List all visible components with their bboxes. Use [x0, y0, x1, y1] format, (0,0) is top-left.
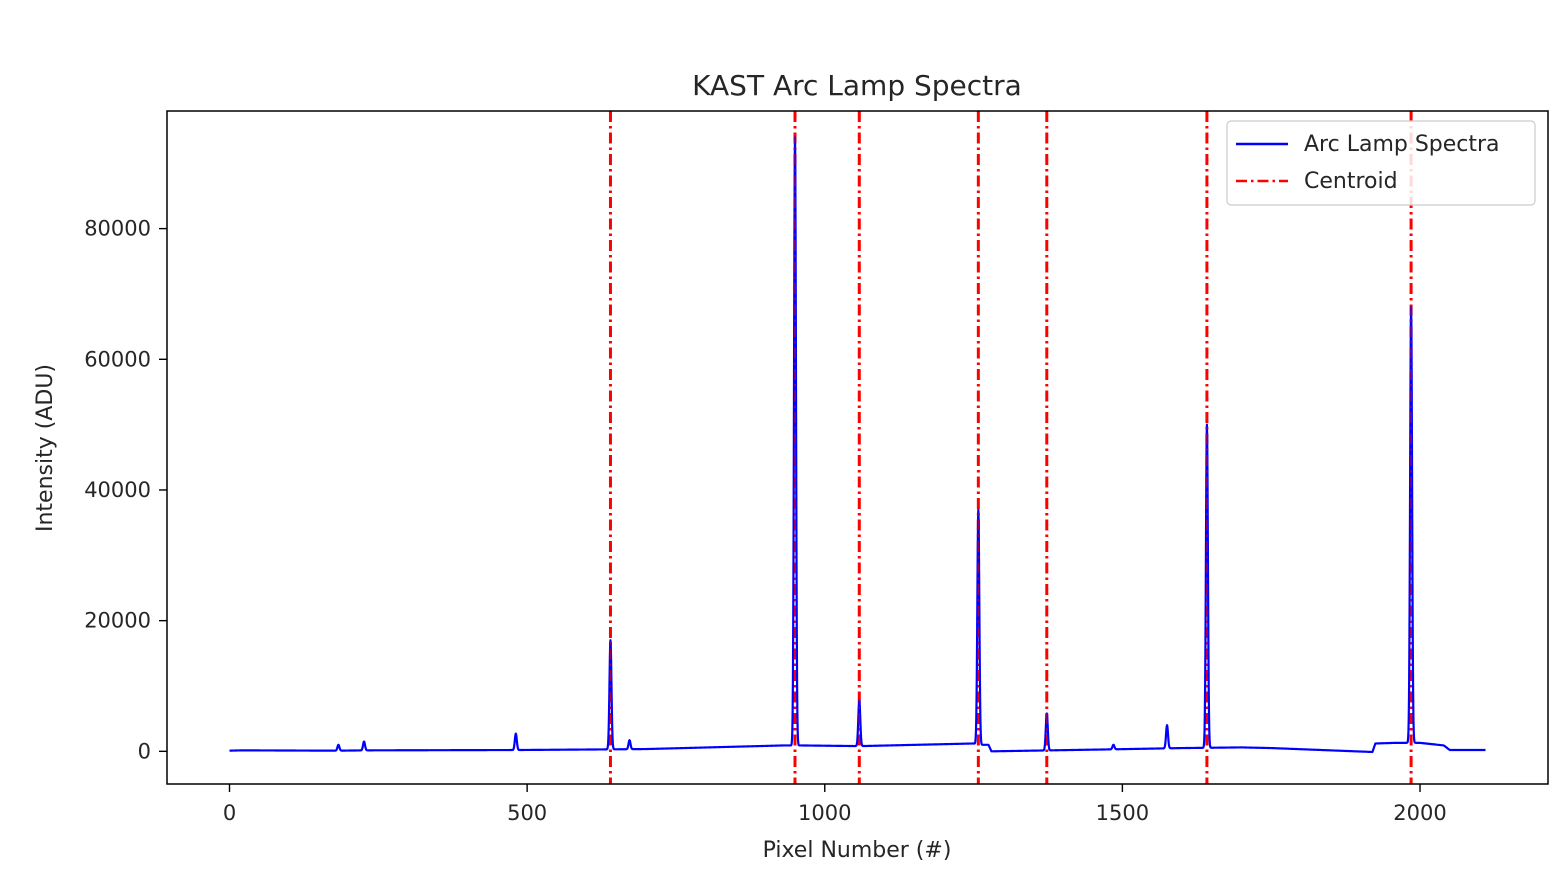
x-tick-label: 500	[507, 801, 547, 825]
y-tick-label: 40000	[84, 478, 151, 502]
x-tick-label: 1500	[1096, 801, 1149, 825]
plot-area	[166, 110, 1549, 785]
y-axis: 0 20000 40000 60000 80000	[84, 217, 167, 763]
y-axis-label: Intensity (ADU)	[33, 364, 58, 532]
centroid-overlay	[609, 111, 1412, 784]
x-axis: 0 500 1000 1500 2000	[223, 784, 1447, 825]
x-tick-label: 0	[223, 801, 236, 825]
y-tick-label: 0	[138, 739, 151, 763]
legend: Arc Lamp Spectra Centroid	[1226, 120, 1536, 206]
legend-label-centroid: Centroid	[1304, 169, 1398, 194]
x-axis-label: Pixel Number (#)	[763, 838, 952, 863]
x-tick-label: 2000	[1393, 801, 1446, 825]
legend-box	[1226, 120, 1536, 206]
y-tick-label: 20000	[84, 609, 151, 633]
plot-frame	[166, 110, 1549, 785]
y-tick-label: 60000	[84, 347, 151, 371]
legend-label-arc-lamp-spectra: Arc Lamp Spectra	[1304, 132, 1500, 157]
y-tick-label: 80000	[84, 217, 151, 241]
plot-background	[167, 111, 1548, 784]
x-tick-label: 1000	[798, 801, 851, 825]
chart-title: KAST Arc Lamp Spectra	[692, 69, 1022, 102]
